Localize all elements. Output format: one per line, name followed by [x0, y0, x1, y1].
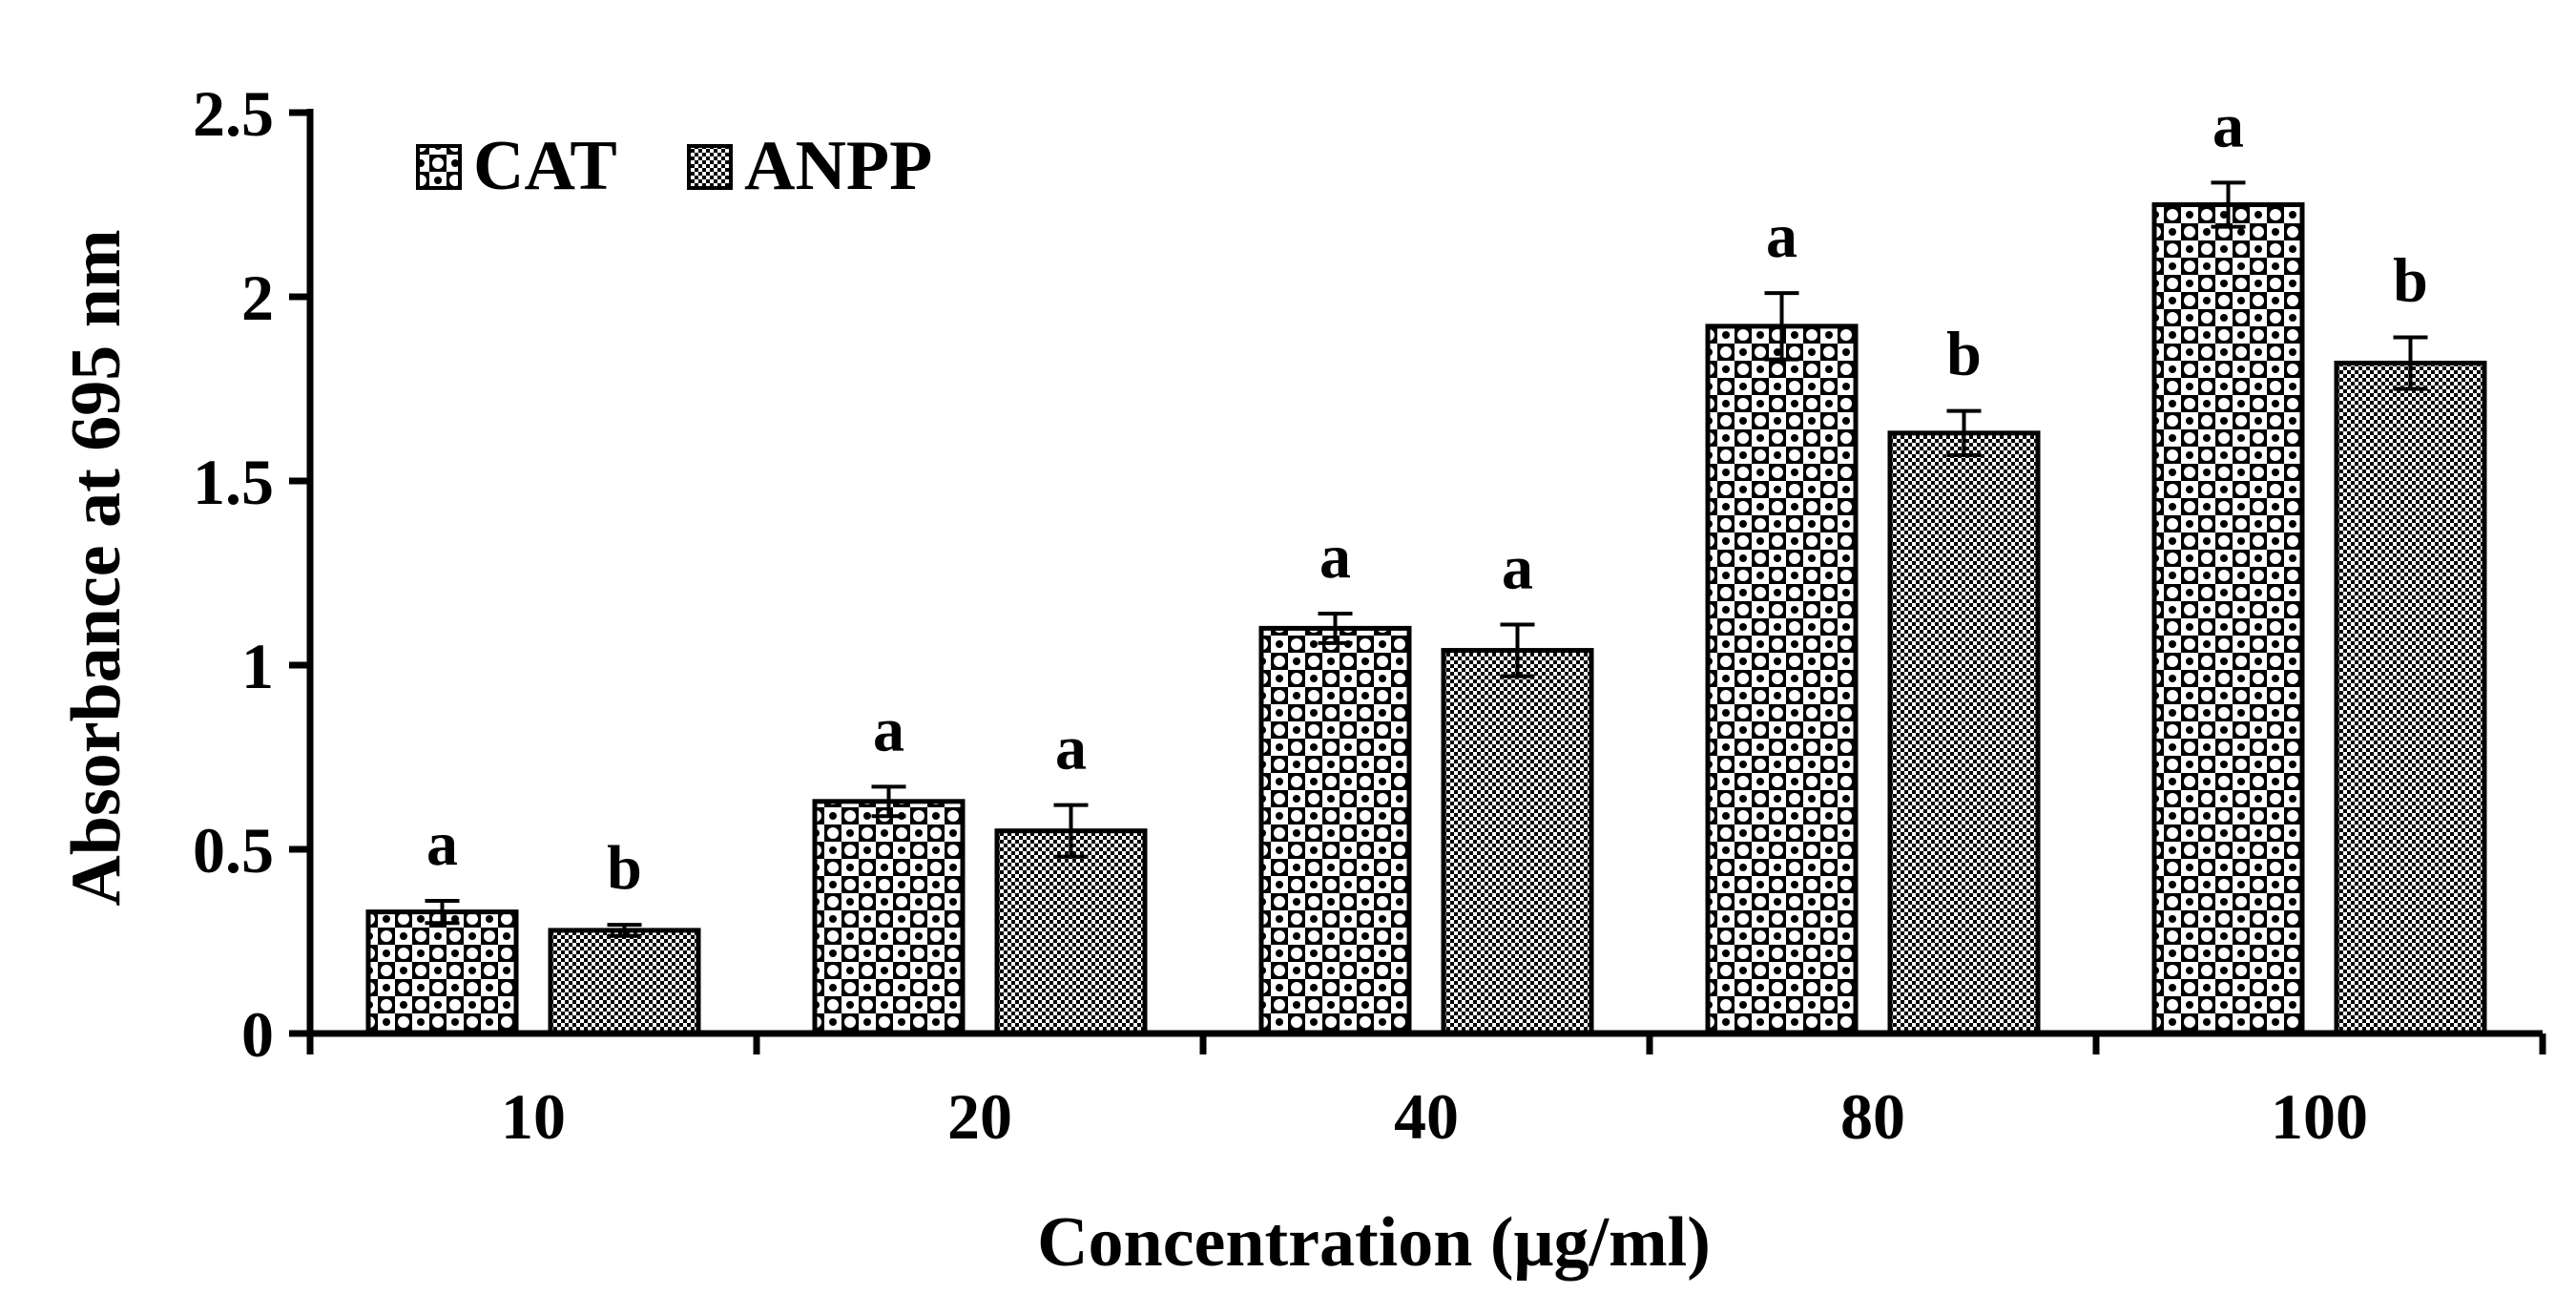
significance-label-anpp-100: b: [2393, 245, 2428, 315]
x-tick-label: 20: [947, 1080, 1012, 1153]
legend-label-cat: CAT: [473, 127, 617, 205]
bars-layer: [365, 202, 2487, 1036]
y-tick-label: 1: [241, 630, 274, 702]
legend-label-anpp: ANPP: [744, 127, 932, 205]
bar-cat-10: [365, 909, 519, 1036]
x-tick-label: 10: [501, 1080, 566, 1153]
bar-anpp-100: [2334, 360, 2487, 1036]
significance-labels-layer: a b a a a a a b a b: [426, 91, 2428, 903]
bar-cat-80: [1705, 324, 1859, 1036]
significance-label-cat-100: a: [2212, 91, 2244, 160]
bar-anpp-80: [1887, 430, 2041, 1036]
bar-cat-40: [1258, 625, 1412, 1036]
y-tick-label: 2.5: [193, 77, 274, 150]
significance-label-anpp-10: b: [607, 833, 642, 903]
bar-cat-20: [812, 799, 966, 1036]
legend-swatch-anpp: [687, 144, 733, 190]
y-tick-label: 2: [241, 261, 274, 334]
significance-label-anpp-40: a: [1502, 533, 1533, 603]
x-ticks: 10 20 40 80 100: [306, 1033, 2546, 1153]
bar-anpp-20: [994, 828, 1148, 1036]
y-ticks: 0 0.5 1 1.5 2 2.5: [193, 77, 310, 1071]
bar-cat-100: [2151, 202, 2305, 1036]
significance-label-cat-20: a: [873, 695, 904, 764]
legend: CAT ANPP: [416, 127, 932, 205]
bar-anpp-40: [1441, 648, 1594, 1036]
error-bars-layer: [425, 180, 2428, 938]
significance-label-anpp-80: b: [1946, 320, 1982, 389]
x-tick-label: 80: [1840, 1080, 1905, 1153]
y-tick-label: 1.5: [193, 446, 274, 518]
y-tick-label: 0.5: [193, 814, 274, 887]
axes: 0 0.5 1 1.5 2 2.5 10 20 40 80 100: [193, 77, 2546, 1153]
y-tick-label: 0: [241, 998, 274, 1071]
x-tick-label: 100: [2271, 1080, 2368, 1153]
x-tick-label: 40: [1394, 1080, 1459, 1153]
significance-label-cat-10: a: [426, 809, 458, 879]
bar-anpp-10: [548, 928, 701, 1036]
significance-label-cat-80: a: [1766, 201, 1797, 271]
y-axis-title: Absorbance at 695 nm: [57, 229, 135, 906]
legend-swatch-cat: [416, 144, 462, 190]
significance-label-cat-40: a: [1319, 522, 1351, 592]
significance-label-anpp-20: a: [1055, 714, 1087, 783]
x-axis-title: Concentration (μg/ml): [1037, 1203, 1711, 1282]
